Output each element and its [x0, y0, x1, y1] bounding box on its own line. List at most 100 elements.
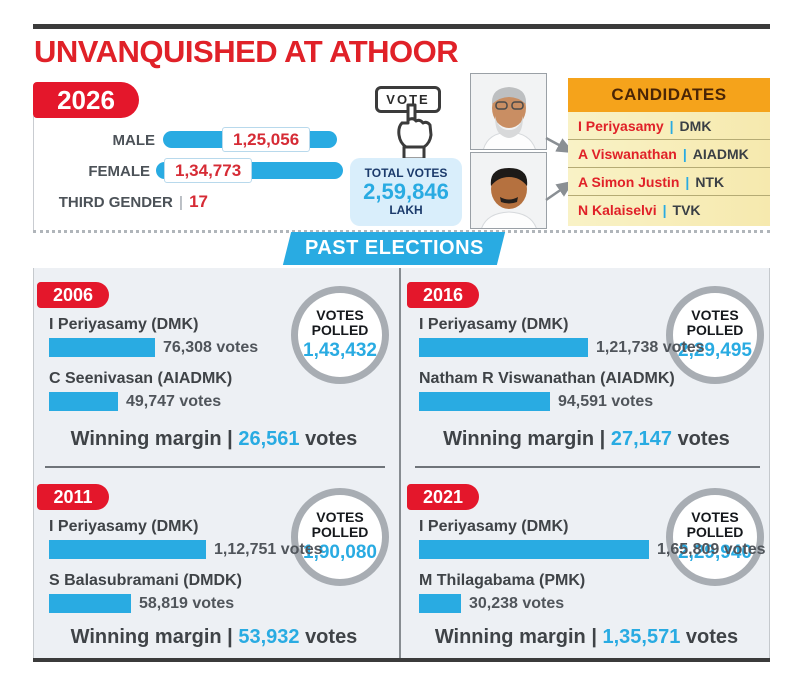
candidate-name: I Periyasamy (DMK): [49, 518, 199, 535]
candidate-name: I Periyasamy (DMK): [419, 518, 569, 535]
column-divider: [399, 268, 401, 658]
bottom-rule: [33, 658, 770, 662]
past-elections-background: [33, 268, 770, 658]
winning-margin-row: Winning margin | 27,147 votes: [403, 428, 770, 451]
winning-margin-label: Winning margin: [70, 626, 222, 648]
winning-margin-value: 53,932: [238, 626, 300, 648]
candidate-name: A Simon Justin: [578, 173, 680, 190]
votes-polled-value: 1,90,080: [303, 541, 377, 563]
vote-count: 58,819 votes: [139, 594, 235, 612]
vote-bar: [49, 392, 118, 411]
photo-to-candidate-arrows: [545, 136, 575, 202]
winning-margin-value: 27,147: [610, 428, 672, 450]
candidate-name: N Kalaiselvi: [578, 202, 657, 218]
pressing-hand-icon: [397, 103, 433, 161]
divider-pipe: |: [682, 145, 687, 162]
past-elections-label: PAST ELECTIONS: [304, 237, 484, 259]
electorate-section: 2026 MALE 1,25,056 FEMALE 1,34,773 THIRD…: [33, 73, 770, 231]
vote-bar-row: 1,21,738 votes: [419, 338, 705, 357]
winning-margin-label: Winning margin: [434, 626, 586, 648]
total-votes-box: TOTAL VOTES 2,59,846 LAKH: [350, 158, 462, 226]
page-title: UNVANQUISHED AT ATHOOR: [34, 34, 459, 69]
candidates-header: CANDIDATES: [568, 78, 770, 112]
vote-bar: [49, 338, 155, 357]
votes-polled-value: 2,29,495: [678, 339, 752, 361]
winning-margin-row: Winning margin | 1,35,571 votes: [403, 626, 770, 649]
election-panel-2011: 2011 VOTES POLLED 1,90,080 I Periyasamy …: [33, 478, 395, 658]
votes-suffix: votes: [305, 428, 358, 450]
vote-count: 76,308 votes: [163, 338, 259, 356]
vote-bar: [49, 540, 206, 559]
candidate-row-aiadmk: A Viswanathan | AIADMK: [568, 140, 770, 168]
year-badge: 2021: [407, 484, 479, 510]
vote-bar: [419, 338, 588, 357]
winning-margin-value: 1,35,571: [602, 626, 681, 648]
winning-margin-value: 26,561: [238, 428, 300, 450]
votes-polled-circle: VOTES POLLED 2,29,495: [666, 286, 764, 384]
winning-margin-row: Winning margin | 26,561 votes: [33, 428, 395, 451]
third-gender-value: 17: [189, 192, 208, 211]
vote-bar-row: 58,819 votes: [49, 594, 234, 613]
candidate-row-dmk: I Periyasamy | DMK: [568, 112, 770, 140]
divider-pipe: |: [669, 117, 674, 134]
candidate-name: S Balasubramani (DMDK): [49, 572, 242, 589]
divider-pipe: |: [227, 626, 233, 648]
candidate-row-tvk: N Kalaiselvi | TVK: [568, 196, 770, 224]
winning-margin-label: Winning margin: [70, 428, 222, 450]
candidate-name: M Thilagabama (PMK): [419, 572, 586, 589]
divider-pipe: |: [227, 428, 233, 450]
candidate-name: C Seenivasan (AIADMK): [49, 370, 233, 387]
female-label: FEMALE: [88, 163, 150, 180]
votes-polled-circle: VOTES POLLED 1,43,432: [291, 286, 389, 384]
divider-pipe: |: [591, 626, 597, 648]
vote-bar: [419, 540, 649, 559]
third-gender-row: THIRD GENDER | 17: [33, 192, 208, 212]
total-votes-unit: LAKH: [389, 203, 423, 218]
votes-suffix: votes: [305, 626, 358, 648]
winning-margin-row: Winning margin | 53,932 votes: [33, 626, 395, 649]
vote-count: 1,12,751 votes: [214, 540, 323, 558]
votes-polled-label: VOTES POLLED: [686, 509, 744, 540]
candidate-row-ntk: A Simon Justin | NTK: [568, 168, 770, 196]
votes-polled-label: VOTES POLLED: [311, 509, 369, 540]
candidate-party: AIADMK: [692, 145, 749, 162]
candidate-name: I Periyasamy (DMK): [419, 316, 569, 333]
vote-bar-row: 94,591 votes: [419, 392, 653, 411]
votes-polled-value: 2,29,940: [678, 541, 752, 563]
year-badge: 2011: [37, 484, 109, 510]
candidate-name: Natham R Viswanathan (AIADMK): [419, 370, 675, 387]
candidate-party: NTK: [695, 173, 725, 190]
divider-pipe: |: [599, 428, 606, 450]
vote-bar-row: 30,238 votes: [419, 594, 564, 613]
election-panel-2021: 2021 VOTES POLLED 2,29,940 I Periyasamy …: [403, 478, 770, 658]
third-gender-label: THIRD GENDER: [58, 193, 173, 211]
votes-polled-label: VOTES POLLED: [311, 307, 369, 338]
candidate-name: I Periyasamy: [578, 117, 664, 134]
vote-bar: [49, 594, 131, 613]
vote-bar: [419, 392, 550, 411]
votes-polled-circle: VOTES POLLED 1,90,080: [291, 488, 389, 586]
votes-polled-value: 1,43,432: [303, 339, 377, 361]
perforated-separator: [33, 230, 770, 233]
candidate-photo-viswanathan: [470, 152, 547, 229]
row-divider-right: [415, 466, 760, 468]
male-value: 1,25,056: [222, 127, 311, 152]
candidate-photo-periyasamy: [470, 73, 547, 150]
candidate-party: DMK: [679, 117, 712, 134]
total-votes-value: 2,59,846: [363, 178, 449, 204]
candidate-name: A Viswanathan: [578, 145, 677, 162]
female-value: 1,34,773: [164, 158, 253, 183]
vote-count: 49,747 votes: [126, 392, 222, 410]
candidates-panel: CANDIDATES I Periyasamy | DMK A Viswanat…: [568, 78, 770, 226]
vote-bar-row: 1,65,809 votes: [419, 540, 766, 559]
vote-count: 30,238 votes: [469, 594, 565, 612]
divider-pipe: |: [662, 202, 667, 218]
votes-suffix: votes: [685, 626, 739, 648]
year-2026-badge: 2026: [33, 82, 139, 118]
vote-count: 1,21,738 votes: [596, 338, 705, 356]
votes-suffix: votes: [677, 428, 730, 450]
winning-margin-label: Winning margin: [443, 428, 595, 450]
election-panel-2016: 2016 VOTES POLLED 2,29,495 I Periyasamy …: [403, 270, 770, 466]
vote-bar-row: 1,12,751 votes: [49, 540, 323, 559]
